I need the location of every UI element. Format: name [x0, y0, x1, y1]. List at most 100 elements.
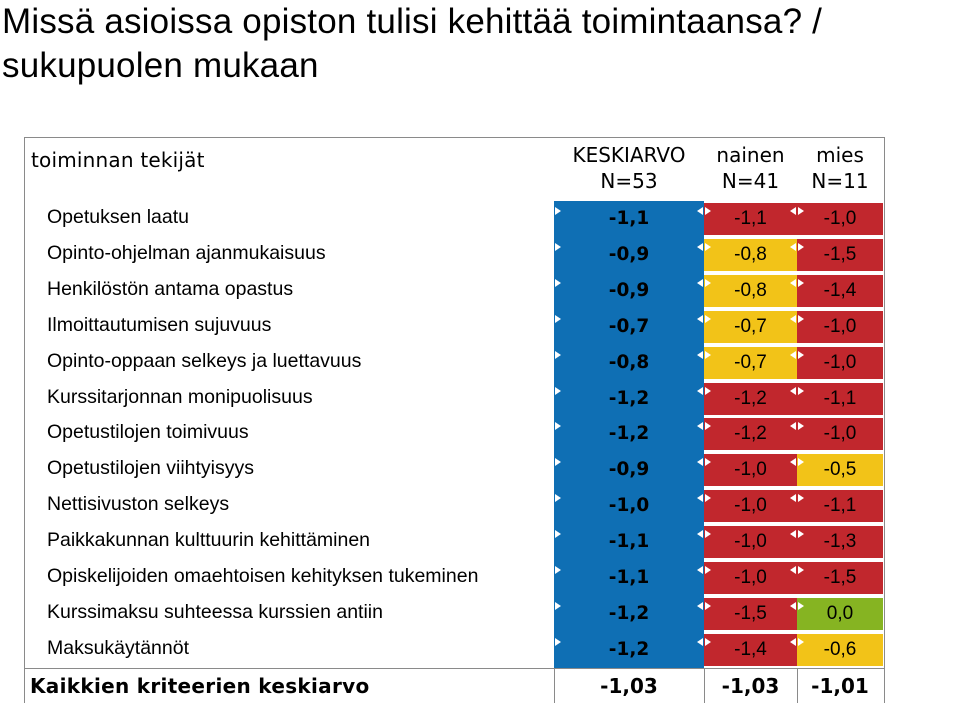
cell-marker-icon — [705, 278, 711, 287]
keskiarvo-column-fill — [554, 201, 704, 668]
row-label: Opinto-ohjelman ajanmukaisuus — [47, 241, 326, 264]
cell-marker-icon — [798, 350, 804, 359]
header-nainen-n: N=41 — [721, 169, 780, 193]
cell-marker-icon — [555, 278, 561, 287]
cell-marker-icon — [697, 314, 703, 323]
row-label: Ilmoittautumisen sujuvuus — [47, 313, 272, 336]
cell-marker-icon — [798, 314, 804, 323]
cell-marker-icon — [705, 601, 711, 610]
nainen-value: -1,0 — [704, 526, 797, 559]
nainen-value: -0,7 — [704, 310, 797, 343]
cell-marker-icon — [790, 242, 796, 251]
header-nainen: nainen N=41 — [704, 142, 797, 194]
cell-marker-icon — [790, 566, 796, 574]
header-keskiarvo-title: KESKIARVO — [572, 143, 686, 167]
row-label: Nettisivuston selkeys — [47, 493, 230, 516]
mies-value: -1,1 — [797, 382, 883, 415]
row-label: Maksukäytännöt — [47, 636, 189, 659]
row-label: Kurssimaksu suhteessa kurssien antiin — [47, 600, 383, 623]
keskiarvo-value: -1,2 — [608, 638, 650, 660]
mies-value: -1,1 — [797, 490, 883, 523]
keskiarvo-value: -1,0 — [608, 495, 650, 517]
cell-marker-icon — [705, 422, 711, 431]
header-keskiarvo: KESKIARVO N=53 — [554, 142, 704, 194]
cell-marker-icon — [705, 458, 711, 467]
cell-marker-icon — [790, 530, 796, 539]
cell-marker-icon — [798, 601, 804, 610]
cell-marker-icon — [705, 314, 711, 323]
row-label: Henkilöstön antama opastus — [47, 277, 294, 300]
row-label: Paikkakunnan kulttuurin kehittäminen — [47, 529, 371, 552]
cell-marker-icon — [790, 350, 796, 359]
row-label: Kurssitarjonnan monipuolisuus — [47, 385, 313, 408]
total-mies: -1,01 — [811, 674, 869, 698]
mies-value: -1,5 — [797, 562, 883, 594]
keskiarvo-value: -1,2 — [608, 387, 650, 409]
keskiarvo-value: -0,9 — [608, 243, 650, 265]
row-label: Opinto-oppaan selkeys ja luettavuus — [47, 349, 362, 372]
cell-marker-icon — [555, 637, 561, 646]
cell-marker-icon — [555, 530, 561, 539]
cell-marker-icon — [697, 530, 703, 539]
nainen-value: -1,5 — [704, 597, 797, 630]
cell-marker-icon — [555, 386, 561, 395]
cell-marker-icon — [798, 242, 804, 251]
total-row: Kaikkien kriteerien keskiarvo -1,03 -1,0… — [25, 668, 884, 703]
nainen-value: -0,7 — [704, 346, 797, 379]
cell-marker-icon — [697, 242, 703, 251]
cell-marker-icon — [798, 386, 804, 395]
cell-marker-icon — [705, 207, 711, 215]
cell-marker-icon — [790, 637, 796, 646]
cell-marker-icon — [798, 458, 804, 467]
row-label: Opetuksen laatu — [47, 206, 190, 228]
header-mies: mies N=11 — [797, 142, 883, 194]
mies-value: -1,4 — [797, 274, 883, 307]
keskiarvo-value: -0,9 — [608, 459, 650, 481]
keskiarvo-value: -1,1 — [608, 531, 650, 553]
cell-marker-icon — [555, 207, 561, 215]
cell-marker-icon — [790, 601, 796, 610]
nainen-value: -0,8 — [704, 238, 797, 271]
cell-marker-icon — [790, 386, 796, 395]
header-mies-n: N=11 — [811, 169, 869, 193]
header-label: toiminnan tekijät — [31, 148, 205, 172]
cell-marker-icon — [705, 637, 711, 646]
cell-marker-icon — [555, 350, 561, 359]
cell-marker-icon — [697, 207, 703, 215]
nainen-value: -1,2 — [704, 382, 797, 415]
nainen-value: -1,2 — [704, 418, 797, 451]
cell-marker-icon — [697, 386, 703, 395]
cell-marker-icon — [798, 530, 804, 539]
cell-marker-icon — [555, 242, 561, 251]
cell-marker-icon — [798, 494, 804, 503]
total-divider — [554, 669, 555, 703]
mies-value: 0,0 — [797, 597, 883, 630]
page-title: Missä asioissa opiston tulisi kehittää t… — [2, 2, 823, 85]
cell-marker-icon — [705, 530, 711, 539]
mies-value: -1,0 — [797, 418, 883, 451]
cell-marker-icon — [705, 494, 711, 503]
cell-marker-icon — [790, 494, 796, 503]
keskiarvo-value: -0,7 — [608, 315, 650, 337]
cell-marker-icon — [555, 458, 561, 467]
cell-marker-icon — [697, 350, 703, 359]
cell-marker-icon — [790, 314, 796, 323]
cell-marker-icon — [798, 637, 804, 646]
row-label: Opetustilojen viihtyisyys — [47, 457, 254, 480]
cell-marker-icon — [705, 566, 711, 574]
cell-marker-icon — [798, 422, 804, 431]
cell-marker-icon — [798, 278, 804, 287]
keskiarvo-value: -1,1 — [608, 567, 650, 588]
keskiarvo-value: -0,8 — [608, 351, 650, 373]
cell-marker-icon — [555, 314, 561, 323]
mies-value: -1,0 — [797, 203, 883, 235]
cell-marker-icon — [798, 207, 804, 215]
cell-marker-icon — [790, 422, 796, 431]
nainen-value: -0,8 — [704, 274, 797, 307]
row-label: Opiskelijoiden omaehtoisen kehityksen tu… — [47, 565, 479, 587]
cell-marker-icon — [705, 350, 711, 359]
header-keskiarvo-n: N=53 — [600, 169, 658, 193]
cell-marker-icon — [555, 566, 561, 574]
total-divider — [797, 669, 798, 703]
cell-marker-icon — [705, 242, 711, 251]
